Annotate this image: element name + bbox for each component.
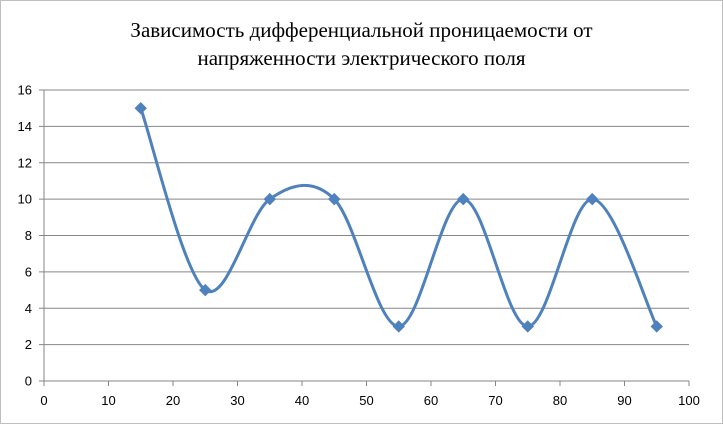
data-point-marker xyxy=(199,283,212,297)
y-tick-label: 0 xyxy=(25,374,32,389)
x-tick-label: 50 xyxy=(359,393,373,408)
x-tick-label: 40 xyxy=(295,393,309,408)
x-tick-label: 30 xyxy=(230,393,244,408)
y-tick-label: 4 xyxy=(25,301,32,316)
y-tick-label: 2 xyxy=(25,337,32,352)
x-tick-label: 90 xyxy=(617,393,631,408)
x-tick-label: 100 xyxy=(678,393,700,408)
data-point-marker xyxy=(650,320,663,333)
chart-title: Зависимость дифференциальной проницаемос… xyxy=(0,16,723,72)
y-tick-label: 12 xyxy=(18,155,32,170)
y-tick-label: 6 xyxy=(25,264,32,279)
data-point-marker xyxy=(328,192,341,206)
x-tick-label: 10 xyxy=(101,393,115,408)
x-tick-label: 0 xyxy=(40,393,47,408)
data-point-marker xyxy=(263,192,276,206)
chart-title-line-1: Зависимость дифференциальной проницаемос… xyxy=(130,18,593,42)
data-point-marker xyxy=(521,320,534,333)
data-point-marker xyxy=(134,101,147,115)
y-tick-label: 8 xyxy=(25,228,32,243)
x-tick-label: 20 xyxy=(166,393,180,408)
y-tick-label: 16 xyxy=(18,83,32,98)
data-point-marker xyxy=(586,192,599,206)
y-tick-label: 10 xyxy=(18,192,32,207)
x-tick-label: 80 xyxy=(553,393,567,408)
x-tick-label: 70 xyxy=(488,393,502,408)
series-line xyxy=(139,107,659,328)
x-tick-label: 60 xyxy=(424,393,438,408)
data-point-marker xyxy=(457,192,470,206)
series-layer xyxy=(134,101,663,333)
data-point-marker xyxy=(392,320,405,333)
chart-title-line-2: напряженности электрического поля xyxy=(197,46,526,70)
y-tick-label: 14 xyxy=(18,119,32,134)
axes xyxy=(39,89,690,386)
gridlines xyxy=(44,89,689,346)
tick-labels: 0 2 4 6 8 10 12 14 16 0 10 20 30 40 50 60 70 80 90 100 xyxy=(18,83,700,409)
